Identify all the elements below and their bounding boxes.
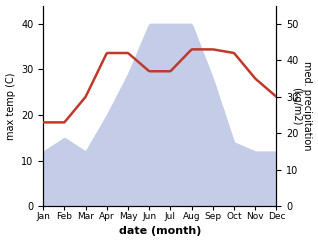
X-axis label: date (month): date (month) [119, 227, 201, 236]
Y-axis label: max temp (C): max temp (C) [5, 72, 16, 140]
Y-axis label: med. precipitation
(kg/m2): med. precipitation (kg/m2) [291, 61, 313, 151]
